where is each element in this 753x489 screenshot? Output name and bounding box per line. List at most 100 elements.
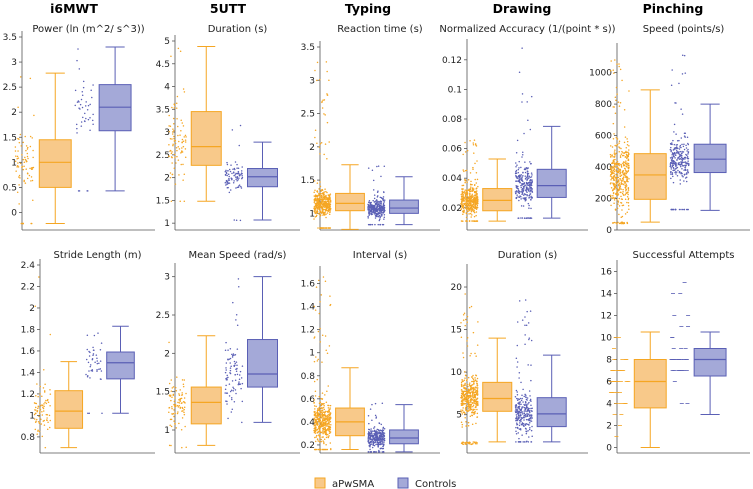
data-point <box>468 394 470 397</box>
data-point <box>471 195 473 197</box>
data-point <box>181 394 183 396</box>
data-point <box>373 444 376 447</box>
y-tick-label: 0.8 <box>301 372 316 382</box>
data-point <box>471 395 474 397</box>
data-point <box>379 204 381 207</box>
series-apwsma <box>313 276 365 451</box>
data-point <box>175 147 178 149</box>
series-controls <box>224 276 278 424</box>
data-point <box>679 326 684 327</box>
data-point <box>368 437 370 440</box>
data-point <box>383 432 386 434</box>
data-point <box>320 202 322 205</box>
data-point <box>237 167 240 169</box>
data-point <box>169 418 172 421</box>
data-point <box>612 69 614 71</box>
data-point <box>625 185 627 188</box>
series-apwsma <box>609 59 667 225</box>
data-point <box>371 169 374 171</box>
data-point <box>18 176 20 178</box>
data-point <box>175 107 178 109</box>
data-point <box>321 188 324 191</box>
data-point <box>611 162 613 165</box>
data-point <box>314 408 316 410</box>
data-point <box>474 400 476 403</box>
data-point <box>472 195 474 197</box>
data-point <box>82 86 85 89</box>
y-tick-label: 5 <box>456 411 462 421</box>
data-point <box>523 416 525 419</box>
y-tick-label: 4 <box>606 400 612 410</box>
data-point <box>319 411 322 414</box>
data-point <box>526 191 528 194</box>
data-point <box>96 368 98 371</box>
data-point <box>678 148 681 150</box>
data-point <box>318 146 321 148</box>
data-point <box>523 198 526 200</box>
data-point <box>614 436 619 437</box>
data-point <box>516 399 519 401</box>
data-point <box>175 390 178 392</box>
data-point <box>614 144 616 147</box>
data-point <box>383 428 386 430</box>
data-point <box>673 162 675 165</box>
data-point <box>624 174 626 177</box>
data-point <box>171 106 173 109</box>
data-point <box>40 423 43 425</box>
data-point <box>515 180 517 182</box>
data-point <box>371 223 374 226</box>
data-point <box>613 188 616 190</box>
jitter-points <box>669 282 691 404</box>
data-point <box>17 106 19 108</box>
data-point <box>522 190 524 192</box>
data-point <box>382 202 385 205</box>
data-point <box>87 361 90 364</box>
data-point <box>233 360 236 363</box>
data-point <box>231 129 234 131</box>
data-point <box>617 188 619 190</box>
data-point <box>530 379 532 382</box>
data-point <box>318 448 320 451</box>
data-point <box>625 151 628 154</box>
data-point <box>671 348 676 349</box>
data-point <box>523 395 525 398</box>
data-point <box>323 404 325 407</box>
data-point <box>99 348 102 351</box>
y-tick-label: 1.2 <box>21 390 35 400</box>
data-point <box>314 430 317 433</box>
data-point <box>672 160 674 162</box>
data-point <box>326 200 329 202</box>
series-controls <box>514 47 567 219</box>
data-point <box>323 113 325 115</box>
data-point <box>86 109 89 111</box>
data-point <box>518 71 521 73</box>
data-point <box>380 205 382 207</box>
data-point <box>36 418 38 421</box>
data-point <box>686 157 688 159</box>
data-point <box>530 195 532 198</box>
data-point <box>468 203 470 206</box>
data-point <box>624 198 627 201</box>
data-point <box>173 104 176 106</box>
data-point <box>78 68 81 70</box>
data-point <box>472 205 475 208</box>
data-point <box>670 84 673 86</box>
data-point <box>524 324 526 327</box>
data-point <box>673 131 675 133</box>
data-point <box>314 412 317 415</box>
data-point <box>382 426 385 429</box>
panel-title: Duration (s) <box>208 24 268 35</box>
data-point <box>622 188 624 191</box>
data-point <box>76 132 78 134</box>
data-point <box>621 221 624 224</box>
data-point <box>615 136 618 139</box>
data-point <box>369 448 371 451</box>
data-point <box>682 145 685 148</box>
data-point <box>685 180 688 183</box>
data-point <box>681 172 683 175</box>
data-point <box>522 151 524 153</box>
data-point <box>320 190 322 192</box>
data-point <box>329 207 331 210</box>
data-point <box>613 197 616 200</box>
y-tick-label: 0.08 <box>442 115 462 125</box>
